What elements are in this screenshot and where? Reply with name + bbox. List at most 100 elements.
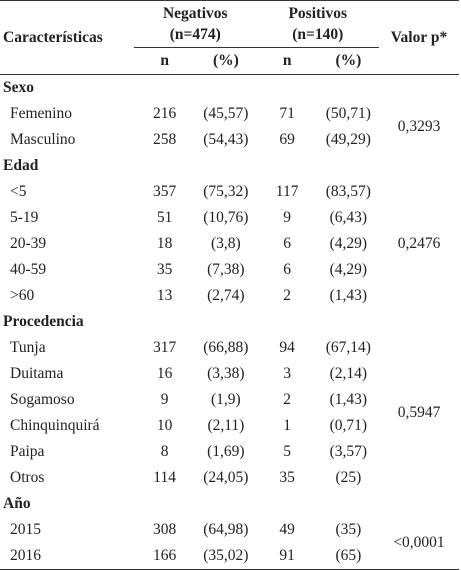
pos-pct-cell: (49,29) [325, 131, 371, 148]
negatives-title: Negativos [162, 5, 228, 22]
row-label: Chinquinquirá [10, 417, 100, 434]
pos-n-header: n [282, 52, 292, 69]
pos-n-cell: 71 [279, 105, 295, 122]
row-label: 20-39 [10, 235, 47, 252]
neg-pct-cell: (1,69) [207, 443, 245, 460]
pos-pct-cell: (3,57) [329, 443, 368, 460]
neg-pct-cell: (24,05) [203, 469, 249, 486]
p-value-cell: 0,3293 [397, 118, 441, 135]
pos-pct-cell: (4,29) [329, 235, 368, 252]
p-value-header: Valor p* [390, 28, 448, 46]
pos-n-cell: 117 [275, 183, 299, 200]
group-title: Sexo [3, 79, 34, 96]
neg-n-cell: 8 [160, 443, 169, 460]
neg-n-cell: 357 [153, 183, 177, 200]
row-label: Tunja [10, 339, 46, 356]
pos-pct-cell: (6,43) [329, 209, 368, 226]
table-row: Paipa 8 (1,69) 5 (3,57) [0, 439, 459, 465]
positives-header: Positivos (n=140) [256, 0, 379, 48]
row-label: 2016 [10, 547, 41, 564]
neg-n-cell: 51 [156, 209, 173, 226]
positives-title: Positivos [288, 5, 348, 22]
pos-pct-cell: (2,14) [329, 365, 368, 382]
row-label: Duitama [10, 365, 64, 382]
table-body: Sexo Femenino 216 (45,57) 71 (50,71) 0,3293 Mas… [0, 75, 459, 570]
pos-pct-cell: (50,71) [325, 105, 371, 122]
pos-n-cell: 5 [283, 443, 291, 460]
pos-n-cell: 2 [283, 391, 291, 408]
table-row: <5 357 (75,32) 117 (83,57) 0,2476 [0, 179, 459, 252]
neg-n-cell: 35 [156, 261, 173, 278]
row-label: Masculino [10, 131, 76, 148]
table-row: >60 13 (2,74) 2 (1,43) [0, 283, 459, 309]
neg-pct-cell: (35,02) [203, 547, 249, 564]
table-row: 2015 308 (64,98) 49 (35) <0,0001 [0, 517, 459, 551]
table-row: 20-39 18 (3,8) 6 (4,29) [0, 231, 459, 257]
neg-n-cell: 10 [156, 417, 173, 434]
neg-pct-cell: (54,43) [203, 131, 249, 148]
neg-pct-cell: (1,9) [211, 391, 241, 408]
pos-pct-cell: (0,71) [329, 417, 368, 434]
row-label: <5 [10, 183, 27, 200]
pos-n-cell: 1 [283, 417, 291, 434]
pos-pct-cell: (1,43) [329, 391, 368, 408]
table-row: 5-19 51 (10,76) 9 (6,43) [0, 205, 459, 231]
neg-n-cell: 9 [160, 391, 169, 408]
neg-pct-cell: (10,76) [203, 209, 249, 226]
p-value-cell: <0,0001 [393, 534, 445, 551]
pos-pct-cell: (67,14) [325, 339, 371, 356]
pos-n-cell: 69 [279, 131, 295, 148]
p-value-cell: 0,5947 [397, 404, 441, 421]
negatives-header: Negativos (n=474) [134, 0, 257, 48]
group-title: Edad [3, 157, 39, 174]
neg-n-cell: 13 [156, 287, 173, 304]
group-row: Edad [0, 153, 459, 179]
characteristics-header: Características [3, 28, 103, 46]
table-row: Tunja 317 (66,88) 94 (67,14) 0,5947 [0, 335, 459, 421]
neg-pct-cell: (64,98) [203, 521, 249, 538]
pos-pct-cell: (65) [335, 547, 362, 564]
pos-pct-cell: (83,57) [325, 183, 371, 200]
negatives-count: (n=474) [169, 26, 221, 43]
row-label: 2015 [10, 521, 41, 538]
group-row: Procedencia [0, 309, 459, 335]
group-title: Año [3, 495, 31, 512]
row-label: 40-59 [10, 261, 47, 278]
neg-pct-cell: (7,38) [207, 261, 245, 278]
row-label: Sogamoso [10, 391, 75, 408]
neg-n-cell: 18 [156, 235, 173, 252]
neg-pct-cell: (75,32) [203, 183, 249, 200]
neg-pct-cell: (2,74) [207, 287, 245, 304]
pos-pct-cell: (1,43) [329, 287, 368, 304]
pos-pct-cell: (35) [335, 521, 362, 538]
pos-pct-cell: (25) [335, 469, 362, 486]
pos-n-cell: 2 [283, 287, 291, 304]
neg-n-cell: 216 [153, 105, 177, 122]
table-row: Chinquinquirá 10 (2,11) 1 (0,71) [0, 413, 459, 439]
pos-n-cell: 6 [283, 261, 291, 278]
row-label: 5-19 [10, 209, 39, 226]
row-label: >60 [10, 287, 35, 304]
table-row: Otros 114 (24,05) 35 (25) [0, 465, 459, 491]
pos-n-cell: 35 [279, 469, 295, 486]
neg-n-cell: 308 [153, 521, 177, 538]
pos-n-cell: 91 [279, 547, 295, 564]
neg-n-cell: 16 [156, 365, 173, 382]
pos-n-cell: 9 [283, 209, 291, 226]
group-title: Procedencia [3, 313, 84, 330]
positives-count: (n=140) [292, 26, 344, 43]
neg-pct-cell: (66,88) [203, 339, 249, 356]
neg-n-header: n [160, 52, 169, 69]
row-label: Paipa [10, 443, 45, 460]
pos-n-cell: 49 [279, 521, 295, 538]
pos-pct-header: (%) [335, 52, 362, 69]
pos-n-cell: 6 [283, 235, 291, 252]
table-row: Duitama 16 (3,38) 3 (2,14) [0, 361, 459, 387]
group-row: Año [0, 491, 459, 517]
neg-n-cell: 317 [153, 339, 177, 356]
pos-n-cell: 3 [283, 365, 291, 382]
neg-n-cell: 114 [153, 469, 176, 486]
neg-pct-cell: (45,57) [203, 105, 249, 122]
row-label: Otros [10, 469, 45, 486]
